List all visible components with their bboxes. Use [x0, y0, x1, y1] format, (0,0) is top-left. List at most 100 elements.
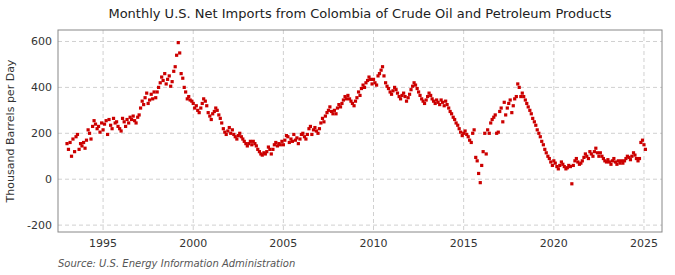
- point: [210, 118, 213, 121]
- point: [528, 109, 531, 112]
- point: [360, 87, 363, 90]
- point: [429, 94, 432, 97]
- point: [575, 157, 578, 160]
- point: [112, 117, 115, 120]
- point: [434, 102, 437, 105]
- point: [543, 148, 546, 151]
- point: [145, 92, 148, 95]
- point: [518, 86, 521, 89]
- point: [396, 92, 399, 95]
- point: [408, 93, 411, 96]
- point: [638, 157, 641, 160]
- point: [609, 163, 612, 166]
- point: [274, 141, 277, 144]
- point: [271, 148, 274, 151]
- point: [407, 96, 410, 99]
- point: [405, 100, 408, 103]
- point: [599, 151, 602, 154]
- point: [497, 131, 500, 134]
- point: [425, 98, 428, 101]
- point: [458, 127, 461, 130]
- y-grid-line: [58, 225, 662, 226]
- y-tick-label: 200: [31, 127, 52, 140]
- point: [123, 120, 126, 123]
- plot-frame: [58, 30, 662, 232]
- y-tick-label: 400: [31, 81, 52, 94]
- point: [379, 69, 382, 72]
- point: [581, 159, 584, 162]
- y-axis-label: Thousand Barrels per Day: [4, 59, 17, 203]
- point: [417, 90, 420, 93]
- point: [366, 79, 369, 82]
- point: [456, 124, 459, 127]
- point: [134, 121, 137, 124]
- point: [399, 97, 402, 100]
- point: [453, 118, 456, 121]
- point: [416, 87, 419, 90]
- point: [109, 124, 112, 127]
- point: [328, 105, 331, 108]
- x-tick-label: 2020: [540, 237, 568, 250]
- point: [534, 124, 537, 127]
- point: [163, 72, 166, 75]
- point: [165, 82, 168, 85]
- point: [291, 140, 294, 143]
- point: [504, 113, 507, 116]
- point: [100, 121, 103, 124]
- point: [65, 142, 68, 145]
- point: [503, 101, 506, 104]
- point: [515, 95, 518, 98]
- point: [545, 151, 548, 154]
- point: [115, 120, 118, 123]
- point: [641, 139, 644, 142]
- x-grid-line: [373, 30, 374, 232]
- point: [229, 132, 232, 135]
- point: [524, 98, 527, 101]
- point: [97, 125, 100, 128]
- point: [525, 102, 528, 105]
- x-tick-label: 2015: [450, 237, 478, 250]
- point: [183, 86, 186, 89]
- point: [73, 150, 76, 153]
- point: [321, 117, 324, 120]
- x-tick-label: 1995: [89, 237, 117, 250]
- point: [390, 93, 393, 96]
- point: [157, 86, 160, 89]
- point: [394, 88, 397, 91]
- point: [125, 118, 128, 121]
- point: [283, 139, 286, 142]
- point: [594, 147, 597, 150]
- point: [288, 141, 291, 144]
- point: [445, 103, 448, 106]
- point: [542, 143, 545, 146]
- point: [213, 110, 216, 113]
- point: [192, 102, 195, 105]
- point: [270, 152, 273, 155]
- point: [71, 137, 74, 140]
- point: [358, 94, 361, 97]
- point: [355, 96, 358, 99]
- points: [65, 41, 647, 185]
- point: [160, 75, 163, 78]
- point: [318, 127, 321, 130]
- y-tick-label: -200: [27, 219, 52, 232]
- point: [89, 137, 92, 140]
- point: [402, 92, 405, 95]
- point: [387, 87, 390, 90]
- point: [506, 106, 509, 109]
- x-tick-label: 2000: [179, 237, 207, 250]
- point: [77, 148, 80, 151]
- point: [539, 135, 542, 138]
- point: [143, 96, 146, 99]
- point: [587, 157, 590, 160]
- point: [255, 144, 258, 147]
- x-grid-line: [643, 30, 644, 232]
- point: [187, 95, 190, 98]
- point: [633, 154, 636, 157]
- point: [98, 131, 101, 134]
- point: [310, 133, 313, 136]
- point: [83, 147, 86, 150]
- point: [322, 120, 325, 123]
- point: [447, 106, 450, 109]
- point: [228, 126, 231, 129]
